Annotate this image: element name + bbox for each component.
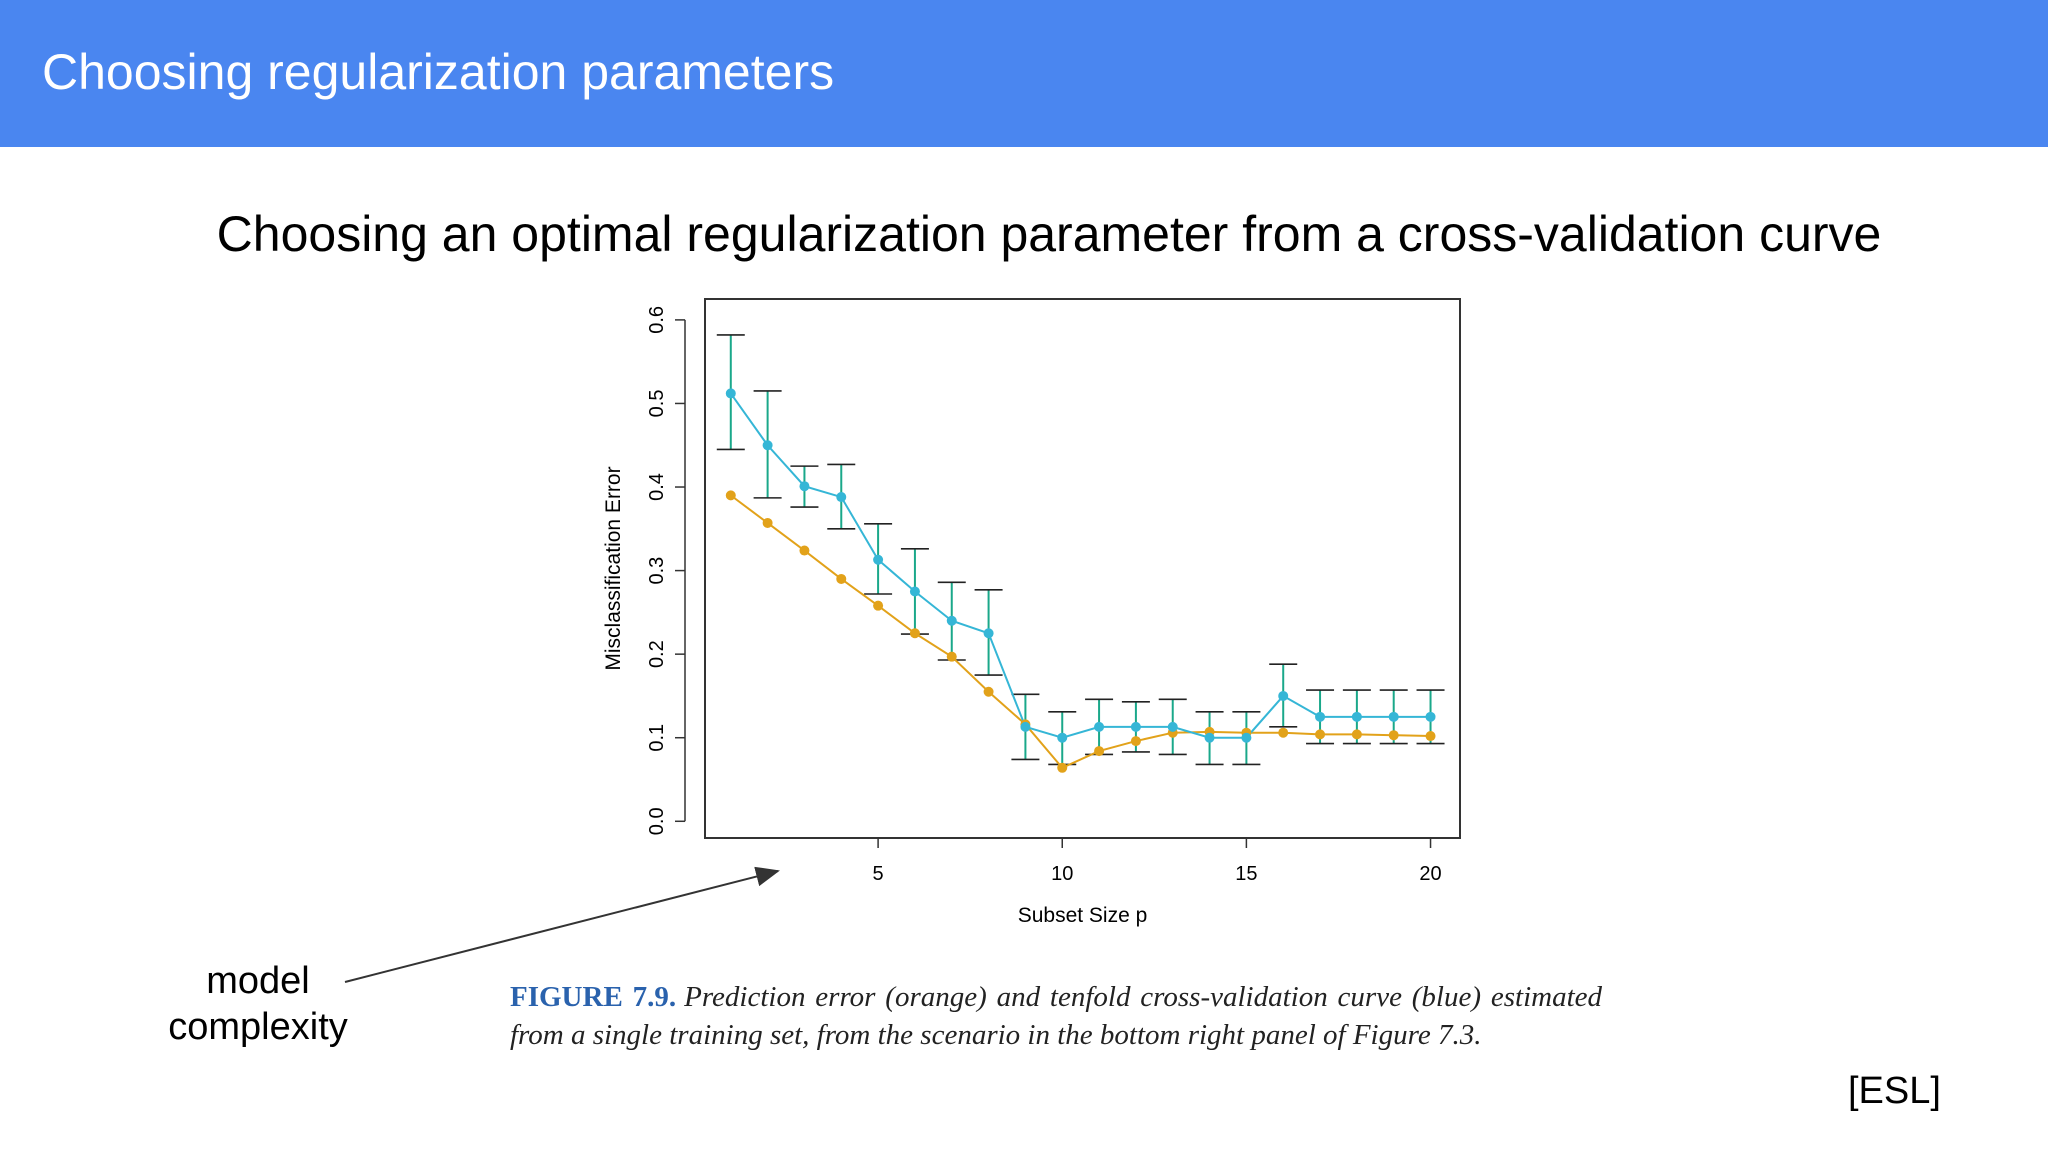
prediction-error-point <box>836 573 847 584</box>
slide-subtitle: Choosing an optimal regularization param… <box>216 206 1882 262</box>
cv-curve-point <box>1094 721 1105 732</box>
prediction-error-point <box>909 628 920 639</box>
annotation-line-1: model <box>206 960 310 1002</box>
prediction-error-point <box>1388 730 1399 741</box>
prediction-error-point <box>1130 736 1141 747</box>
y-tick-label: 0.6 <box>646 306 668 334</box>
page-title: Choosing regularization parameters <box>42 44 835 100</box>
caption-label: FIGURE 7.9. <box>510 981 677 1013</box>
caption-text: Prediction error (orange) and tenfold cr… <box>510 981 1602 1051</box>
x-tick-label: 5 <box>873 863 884 885</box>
y-tick-label: 0.0 <box>646 807 668 835</box>
prediction-error-point <box>1094 746 1105 757</box>
y-tick-label: 0.1 <box>646 724 668 752</box>
cv-curve-point <box>799 481 810 492</box>
cv-curve-point <box>983 628 994 639</box>
cv-curve-point <box>1204 732 1215 743</box>
prediction-error-point <box>725 490 736 501</box>
prediction-error-point <box>983 686 994 697</box>
prediction-error-point <box>1315 729 1326 740</box>
cv-curve-point <box>1241 732 1252 743</box>
cv-curve-point <box>946 615 957 626</box>
cv-curve-point <box>1167 721 1178 732</box>
y-axis: 0.0 0.1 0.2 0.3 0.4 0.5 0.6 <box>646 306 686 835</box>
x-axis-label: Subset Size p <box>1018 904 1148 927</box>
prediction-error-line <box>730 494 1431 770</box>
prediction-error-point <box>1278 727 1289 738</box>
prediction-error-point <box>1057 762 1068 773</box>
x-tick-label: 20 <box>1419 863 1441 885</box>
prediction-error-point <box>946 651 957 662</box>
cv-curve-point <box>1425 711 1436 722</box>
cv-curve-point <box>1020 721 1031 732</box>
x-axis: 5 10 15 20 <box>873 837 1442 885</box>
prediction-error-point <box>873 600 884 611</box>
cv-curve-point <box>1130 721 1141 732</box>
cv-curve-point <box>1315 711 1326 722</box>
y-tick-label: 0.3 <box>646 557 668 585</box>
prediction-error-points <box>725 490 1436 773</box>
cv-curve-point <box>836 492 847 503</box>
cv-chart: 0.0 0.1 0.2 0.3 0.4 0.5 0.6 5 10 15 20 Subset Siz… <box>602 298 1461 927</box>
cv-curve-points <box>725 388 1436 743</box>
cv-curve-point <box>1278 690 1289 701</box>
figure-caption: FIGURE 7.9. Prediction error (orange) and… <box>510 978 1602 1054</box>
cv-curve-point <box>725 388 736 399</box>
header-bar: Choosing regularization parameters <box>0 0 2048 147</box>
prediction-error-point <box>1351 729 1362 740</box>
y-tick-label: 0.2 <box>646 640 668 668</box>
source-tag: [ESL] <box>1848 1070 1941 1112</box>
prediction-error-point <box>762 517 773 528</box>
cv-curve-line <box>729 392 1431 739</box>
plot-frame <box>704 298 1461 839</box>
cv-curve-point <box>873 554 884 565</box>
cv-error-bars <box>716 334 1445 766</box>
prediction-error-point <box>1425 731 1436 742</box>
cv-curve-point <box>762 440 773 451</box>
y-axis-label: Misclassification Error <box>602 466 625 670</box>
cv-curve-point <box>909 586 920 597</box>
model-complexity-annotation: model complexity <box>150 958 366 1050</box>
cv-curve-point <box>1057 732 1068 743</box>
cv-curve-point <box>1388 711 1399 722</box>
prediction-error-point <box>799 545 810 556</box>
annotation-line-2: complexity <box>168 1006 348 1048</box>
annotation-arrow <box>344 866 780 983</box>
x-tick-label: 15 <box>1235 863 1257 885</box>
y-tick-label: 0.4 <box>646 473 668 501</box>
x-tick-label: 10 <box>1051 863 1073 885</box>
chart-container: 0.0 0.1 0.2 0.3 0.4 0.5 0.6 5 10 15 20 Subset Siz… <box>580 290 1480 950</box>
y-tick-label: 0.5 <box>646 390 668 418</box>
cv-curve-point <box>1351 711 1362 722</box>
